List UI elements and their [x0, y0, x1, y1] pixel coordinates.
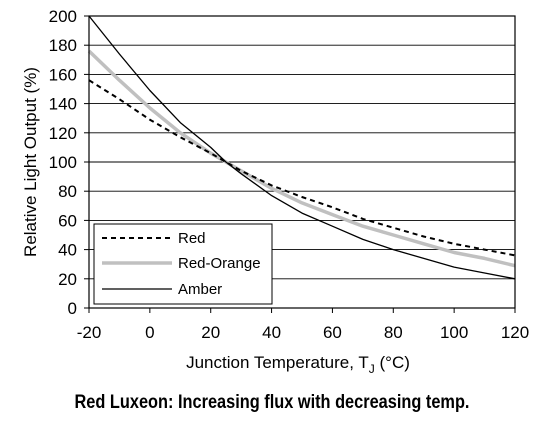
x-tick-label: 120 [501, 323, 529, 342]
x-tick-label: -20 [77, 323, 102, 342]
y-tick-label: 200 [49, 7, 77, 26]
series-line-amber [88, 15, 516, 280]
legend-label-red-orange: Red-Orange [178, 255, 261, 272]
legend-label-red: Red [178, 230, 206, 247]
y-tick-label: 40 [58, 241, 77, 260]
y-tick-label: 60 [58, 211, 77, 230]
y-tick-label: 160 [49, 65, 77, 84]
y-axis-label: Relative Light Output (%) [21, 67, 40, 257]
x-tick-label: 40 [262, 323, 281, 342]
chart-caption: Red Luxeon: Increasing flux with decreas… [74, 392, 470, 413]
x-tick-label: 80 [384, 323, 403, 342]
y-tick-label: 0 [68, 299, 77, 318]
y-tick-label: 180 [49, 36, 77, 55]
series-line-red [88, 79, 516, 257]
legend: Red Red-Orange Amber [93, 223, 273, 305]
series-layer [87, 15, 516, 280]
y-tick-label: 100 [49, 153, 77, 172]
x-tick-label: 20 [201, 323, 220, 342]
x-axis-label: Junction Temperature, TJ (°C) [186, 353, 410, 376]
legend-label-amber: Amber [178, 281, 222, 298]
y-tick-label: 80 [58, 182, 77, 201]
y-tick-label: 20 [58, 270, 77, 289]
x-axis-label-main: Junction Temperature, T [186, 353, 369, 372]
series-line-red-orange [87, 49, 516, 268]
y-tick-label: 140 [49, 95, 77, 114]
y-tick-label: 120 [49, 124, 77, 143]
x-axis-label-unit: (°C) [380, 353, 410, 372]
x-axis-label-subscript: J [369, 362, 375, 376]
x-tick-label: 60 [323, 323, 342, 342]
x-tick-label: 100 [440, 323, 468, 342]
x-tick-label: 0 [145, 323, 154, 342]
